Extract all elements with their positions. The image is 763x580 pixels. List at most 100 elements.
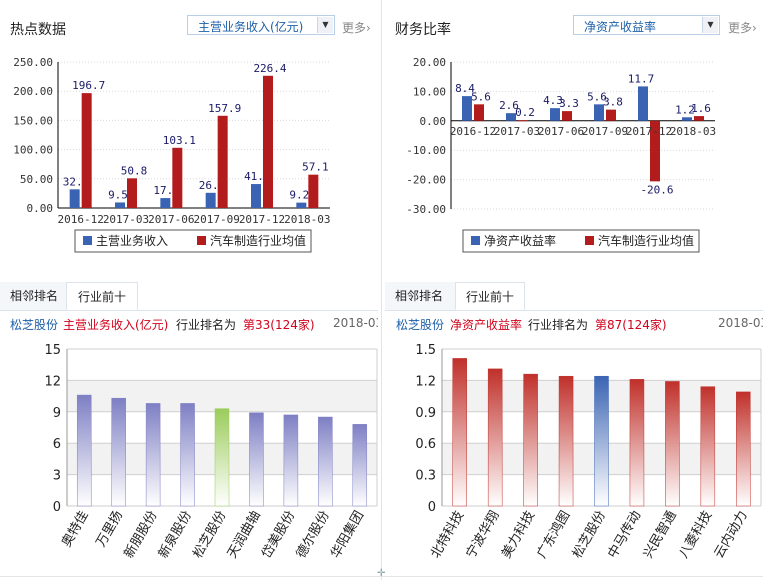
- x-tick-label: 德尔股份: [294, 509, 333, 562]
- y-tick-label: 10.00: [413, 85, 446, 98]
- x-tick-label: 2016-12: [450, 125, 496, 138]
- chevron-down-icon[interactable]: ▼: [702, 17, 718, 33]
- x-tick-label: 万里扬: [94, 509, 126, 550]
- ranking-tabs: 相邻排名 行业前十: [385, 282, 763, 311]
- x-tick-label: 2018-03: [670, 125, 716, 138]
- chevron-down-icon[interactable]: ▼: [317, 17, 333, 33]
- legend-label: 主营业务收入: [96, 233, 168, 248]
- y-tick-label: 50.00: [20, 173, 53, 186]
- x-tick-label: 2017-03: [103, 213, 149, 226]
- data-label: 50.8: [121, 164, 148, 177]
- revenue-rank-chart: 0 3 6 9 12 15 奥特佳 万里扬新朋股份新泉股份松芝股份天润曲轴岱美股份德尔股份华阳…: [44, 343, 378, 562]
- x-tick-label: 兴民智通: [641, 509, 680, 562]
- bar: [523, 373, 538, 507]
- rank-metric: 净资产收益率: [450, 318, 523, 332]
- roe-bar-chart: -30.00-20.00-10.000.0010.0020.008.45.620…: [406, 56, 716, 253]
- y-tick-label: 0.9: [415, 406, 436, 421]
- y-tick-label: 0.6: [415, 437, 436, 452]
- data-label: 3.8: [603, 96, 623, 109]
- data-label: 1.6: [691, 102, 711, 115]
- x-tick-label: 2018-03: [284, 213, 330, 226]
- x-tick-label: 2017-12: [239, 213, 285, 226]
- bar: [308, 174, 319, 208]
- legend-box: [74, 229, 312, 253]
- data-label: 26.: [199, 179, 219, 192]
- x-tick-label: 天润曲轴: [225, 509, 264, 562]
- bar: [594, 375, 609, 507]
- metric-select[interactable]: 主营业务收入(亿元) ▼: [187, 15, 335, 35]
- y-tick-label: 1.5: [415, 343, 436, 358]
- rank-middle-text: 行业排名为: [528, 318, 589, 332]
- x-tick-label: 2017-09: [193, 213, 239, 226]
- data-label: 8.4: [455, 82, 475, 95]
- bar: [518, 120, 528, 122]
- tab-adjacent-rank[interactable]: 相邻排名: [0, 282, 66, 310]
- x-tick-label: 2016-12: [57, 213, 103, 226]
- y-tick-label: 1.2: [415, 374, 436, 389]
- data-label: 196.7: [72, 79, 105, 92]
- x-tick-label: 2017-12: [626, 125, 672, 138]
- legend-label: 汽车制造行业均值: [598, 233, 694, 248]
- hot-data-panel: 热点数据 主营业务收入(亿元) ▼ 更多› 0.00 50.00 100.00 150…: [0, 0, 378, 580]
- ratio-select-value: 净资产收益率: [584, 20, 657, 34]
- bar: [474, 104, 484, 121]
- more-link[interactable]: 更多›: [342, 21, 371, 35]
- x-tick-label: 中马传动: [605, 509, 644, 562]
- x-tick-label: 2017-09: [582, 125, 628, 138]
- bar: [352, 424, 368, 507]
- x-tick-label: 八菱科技: [676, 509, 715, 562]
- bar: [217, 115, 228, 208]
- bar: [205, 192, 216, 208]
- x-tick-label: 云内动力: [711, 508, 751, 561]
- legend-swatch: [197, 236, 206, 245]
- y-tick-label: 0.3: [415, 469, 436, 484]
- x-tick-label: 华阳集团: [327, 508, 367, 561]
- bar: [682, 117, 692, 121]
- bar: [736, 391, 751, 507]
- x-tick-label: 奥特佳: [59, 509, 91, 550]
- bar: [700, 386, 716, 507]
- data-label: 3.3: [559, 97, 579, 110]
- data-label: 17.: [153, 184, 173, 197]
- x-tick-label: 新朋股份: [121, 508, 161, 561]
- y-tick-label: 0: [428, 500, 436, 515]
- y-tick-label: 6: [53, 437, 61, 452]
- resize-handle-icon[interactable]: ✛: [377, 568, 386, 579]
- bar: [172, 147, 183, 208]
- bar: [462, 96, 472, 121]
- bar: [160, 198, 171, 208]
- rank-company[interactable]: 松芝股份: [10, 318, 59, 332]
- bar: [214, 408, 230, 507]
- tab-industry-top10[interactable]: 行业前十: [455, 282, 525, 310]
- bar: [594, 104, 604, 121]
- bar: [318, 416, 333, 507]
- data-label: 1.2: [675, 103, 695, 116]
- bar: [180, 403, 195, 507]
- y-tick-label: 3: [53, 469, 61, 484]
- x-tick-label: 新泉股份: [155, 508, 195, 561]
- bar: [629, 379, 645, 507]
- bar: [145, 403, 161, 507]
- x-tick-label: 松芝股份: [190, 508, 230, 561]
- tab-industry-top10[interactable]: 行业前十: [66, 282, 138, 310]
- data-label: 5.6: [587, 90, 607, 103]
- data-label: 226.4: [253, 62, 286, 75]
- y-tick-label: 150.00: [13, 114, 53, 127]
- tab-adjacent-rank[interactable]: 相邻排名: [385, 282, 455, 310]
- rank-middle-text: 行业排名为: [176, 318, 237, 332]
- rank-summary: 松芝股份 净资产收益率 行业排名为 第87(124家) 2018-03: [385, 316, 763, 334]
- ratio-select[interactable]: 净资产收益率 ▼: [573, 15, 720, 35]
- bottom-border: [0, 576, 763, 577]
- bar: [81, 93, 92, 208]
- data-label: 9.5: [108, 188, 128, 201]
- bar: [487, 368, 503, 507]
- bar: [550, 108, 560, 121]
- more-link[interactable]: 更多›: [728, 21, 757, 35]
- rank-summary: 松芝股份 主营业务收入(亿元) 行业排名为 第33(124家) 2018-03: [0, 316, 378, 334]
- chevron-right-icon: ›: [752, 21, 757, 35]
- data-label: 103.1: [163, 134, 196, 147]
- y-tick-label: 250.00: [13, 56, 53, 69]
- y-tick-label: -20.00: [406, 174, 446, 187]
- data-label: 32.: [63, 175, 83, 188]
- rank-company[interactable]: 松芝股份: [396, 318, 445, 332]
